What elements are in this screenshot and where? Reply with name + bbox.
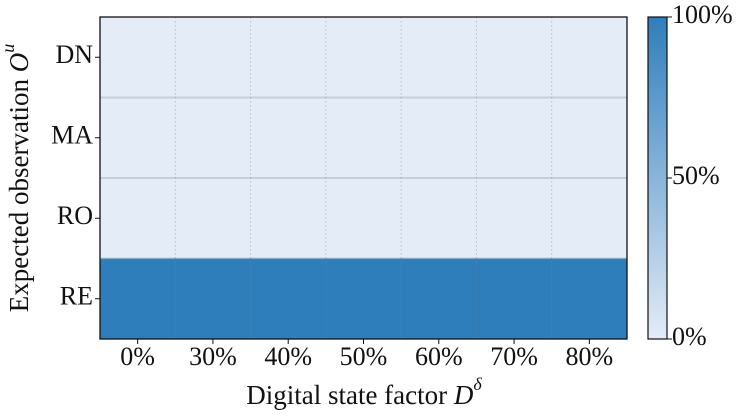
heatmap-cell — [551, 97, 628, 179]
heatmap-cell — [401, 178, 477, 259]
colorbar-tick-label: 100% — [672, 0, 733, 29]
y-axis-label-var: O — [4, 53, 34, 73]
heatmap-cell — [476, 258, 553, 340]
heatmap-cell — [401, 97, 477, 179]
y-tick-label: RE — [60, 282, 93, 311]
heatmap-cell — [175, 97, 252, 179]
heatmap-cell — [325, 258, 402, 340]
heatmap-cell — [250, 17, 327, 98]
colorbar — [647, 16, 668, 340]
heatmap-cell — [401, 258, 477, 340]
x-tick-label: 30% — [189, 342, 237, 371]
y-axis-label-text: Expected observation — [4, 72, 34, 312]
heatmap-cell — [100, 258, 176, 340]
x-tick-label: 0% — [120, 342, 155, 371]
heatmap-cell — [325, 178, 402, 259]
y-tick-label: DN — [55, 40, 93, 69]
heatmap-cell — [401, 17, 477, 98]
x-tick-label: 60% — [415, 342, 463, 371]
heatmap-cell — [551, 178, 628, 259]
heatmap-cell — [100, 178, 176, 259]
heatmap-cell — [250, 97, 327, 179]
x-tick-label: 80% — [566, 342, 614, 371]
x-axis-label: Digital state factor Dδ — [246, 374, 482, 410]
y-axis-label-sup: u — [0, 44, 18, 53]
heatmap-cell — [325, 97, 402, 179]
heatmap-cell — [175, 17, 252, 98]
colorbar-tick-label: 0% — [672, 322, 707, 351]
heatmap-cell — [100, 97, 176, 179]
heatmap-cell — [551, 17, 628, 98]
heatmap-cell — [175, 178, 252, 259]
x-tick-label: 50% — [340, 342, 388, 371]
heatmap-cell — [250, 178, 327, 259]
heatmap-cell — [250, 258, 327, 340]
heatmap-cell — [100, 17, 176, 98]
x-tick-label: 40% — [264, 342, 312, 371]
heatmap-cell — [325, 17, 402, 98]
heatmap-cell — [476, 178, 553, 259]
x-axis-label-sup: δ — [473, 374, 482, 394]
heatmap-cell — [551, 258, 628, 340]
heatmap-cell — [175, 258, 252, 340]
x-axis-label-var: D — [453, 380, 474, 410]
heatmap-cell — [476, 97, 553, 179]
heatmap-cell — [476, 17, 553, 98]
y-tick-label: MA — [51, 121, 93, 150]
x-axis-label-text: Digital state factor — [246, 380, 454, 410]
y-axis-label: Expected observation Ou — [0, 44, 34, 312]
colorbar-tick-label: 50% — [672, 161, 720, 190]
y-tick-label: RO — [57, 201, 93, 230]
x-tick-label: 70% — [490, 342, 538, 371]
